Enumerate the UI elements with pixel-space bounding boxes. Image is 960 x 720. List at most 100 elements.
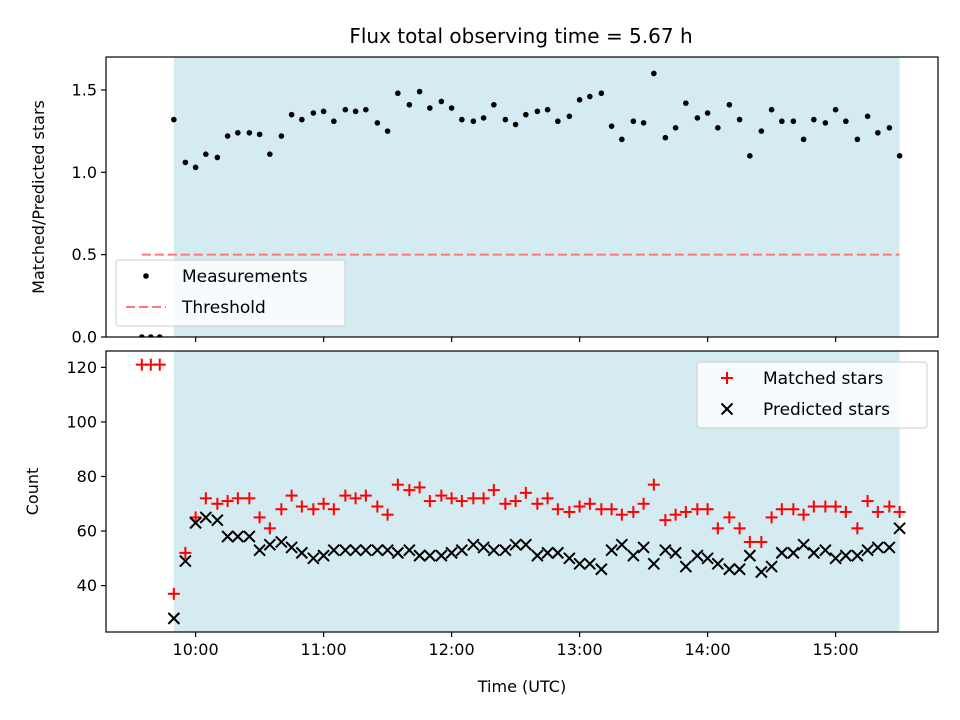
measurement-point <box>832 106 839 113</box>
legend-entry-label: Predicted stars <box>763 400 890 420</box>
legend-box <box>696 361 928 429</box>
predicted-star-point <box>445 546 458 560</box>
measurement-point <box>886 125 893 131</box>
matched-star-point <box>541 492 554 505</box>
predicted-star-point <box>467 538 480 551</box>
measurement-point <box>800 136 807 143</box>
predicted-star-point <box>573 557 586 571</box>
top-legend: Measurements Threshold <box>115 259 346 327</box>
top-x-ticks <box>195 337 837 342</box>
measurement-point <box>854 136 861 143</box>
measurement-point <box>662 134 669 141</box>
measurement-point <box>299 116 305 123</box>
measurement-point <box>736 116 743 123</box>
predicted-star-point <box>551 546 565 560</box>
matched-star-point <box>819 500 832 513</box>
predicted-star-point <box>359 543 373 557</box>
predicted-star-point <box>829 552 842 565</box>
y-tick-label: 120 <box>66 358 97 377</box>
predicted-star-point <box>647 557 661 571</box>
predicted-star-point <box>669 546 682 560</box>
predicted-star-point <box>679 560 693 573</box>
measurement-point <box>267 151 273 157</box>
legend-entry-label: Threshold <box>181 298 266 318</box>
measurement-point <box>534 108 541 115</box>
matched-star-point <box>153 358 166 371</box>
predicted-star-point <box>263 538 277 551</box>
predicted-star-point <box>733 563 746 576</box>
matched-star-point <box>605 503 618 516</box>
matched-star-point <box>691 503 704 516</box>
matched-star-point <box>263 522 276 535</box>
bottom-panel-count: 40 60 80 100 120 10:00 11:00 12:00 13:00 14:00 15… <box>23 350 939 696</box>
measurement-point <box>203 151 209 157</box>
measurement-point <box>864 113 871 120</box>
matched-star-point <box>551 503 564 516</box>
predicted-star-point <box>541 546 554 560</box>
measurement-point <box>704 110 711 116</box>
y-tick-label: 60 <box>77 522 97 541</box>
measurement-point <box>246 129 253 136</box>
measurement-point <box>598 90 605 97</box>
y-tick-label: 0.5 <box>72 245 97 264</box>
matched-star-point <box>307 503 320 516</box>
matched-star-point <box>659 514 672 527</box>
matched-star-point <box>829 500 842 513</box>
predicted-star-point <box>275 535 288 549</box>
measurement-point <box>576 97 583 103</box>
matched-star-point <box>883 500 896 513</box>
predicted-star-point <box>615 538 629 551</box>
predicted-star-point <box>487 543 501 557</box>
matched-star-point <box>755 535 768 548</box>
measurement-point <box>224 133 231 139</box>
matched-star-point <box>317 497 330 510</box>
predicted-star-point <box>243 530 256 543</box>
measurement-point <box>320 108 327 115</box>
predicted-star-point <box>871 541 885 554</box>
predicted-star-point <box>851 549 864 562</box>
predicted-star-point <box>509 538 522 551</box>
predicted-star-point <box>637 541 650 554</box>
measurement-point <box>384 128 391 134</box>
measurement-point <box>779 118 785 125</box>
matched-star-point <box>669 508 682 521</box>
matched-star-point <box>285 489 298 502</box>
measurement-point <box>502 116 509 123</box>
predicted-star-point <box>295 546 309 560</box>
x-tick-label: 14:00 <box>685 640 731 659</box>
predicted-star-point <box>435 549 448 562</box>
measurement-point <box>715 125 721 131</box>
matched-star-point <box>797 508 810 521</box>
matched-star-point <box>531 497 544 510</box>
measurement-point <box>459 116 465 123</box>
matched-star-point <box>221 495 234 508</box>
count-marks <box>135 358 906 625</box>
predicted-star-point <box>595 563 608 576</box>
predicted-star-point <box>381 543 394 557</box>
predicted-star-point <box>423 549 437 562</box>
legend-entry-label: Measurements <box>182 267 308 287</box>
matched-star-point <box>573 500 586 513</box>
measurement-point <box>630 118 637 125</box>
bottom-panel-frame <box>105 350 939 633</box>
matched-star-point <box>627 505 640 518</box>
predicted-star-point <box>711 557 725 571</box>
predicted-star-point <box>861 543 874 557</box>
predicted-star-point <box>583 557 597 571</box>
matched-star-point <box>167 587 180 600</box>
matched-star-point <box>371 500 384 513</box>
measurement-point <box>512 121 519 128</box>
measurement-point <box>331 118 337 125</box>
predicted-star-point <box>253 543 266 557</box>
legend-swatch <box>720 402 734 416</box>
predicted-star-point <box>723 563 736 576</box>
predicted-star-point <box>701 552 714 565</box>
predicted-star-point <box>221 530 234 543</box>
predicted-star-point <box>765 560 778 573</box>
measurement-point <box>256 131 263 138</box>
predicted-star-point <box>787 546 800 560</box>
predicted-star-point <box>413 549 426 562</box>
predicted-star-point <box>371 543 384 557</box>
matched-star-point <box>455 495 468 508</box>
